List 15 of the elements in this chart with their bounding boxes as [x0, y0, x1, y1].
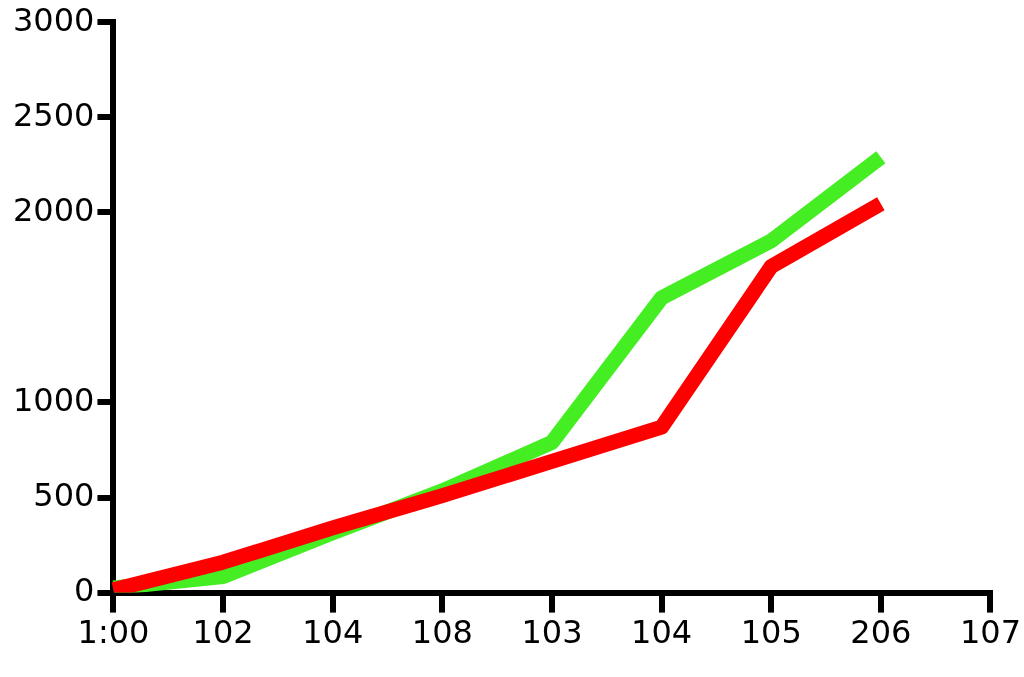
y-tick-label: 500: [33, 475, 95, 514]
x-tick-label: 206: [850, 613, 912, 652]
x-tick-label: 104: [302, 613, 364, 652]
x-tick-label: 102: [192, 613, 254, 652]
y-tick-label: 2000: [13, 190, 95, 229]
x-tick-label: 104: [631, 613, 693, 652]
y-tick-label: 0: [74, 570, 95, 609]
y-tick-label: 1000: [13, 380, 95, 419]
x-tick-label: 107: [959, 613, 1021, 652]
x-tick-label: 1:00: [77, 613, 150, 652]
y-tick-label: 2500: [13, 95, 95, 134]
x-tick-label: 108: [411, 613, 473, 652]
x-tick-label: 105: [740, 613, 802, 652]
y-tick-label: 3000: [13, 0, 95, 39]
x-tick-label: 103: [521, 613, 583, 652]
